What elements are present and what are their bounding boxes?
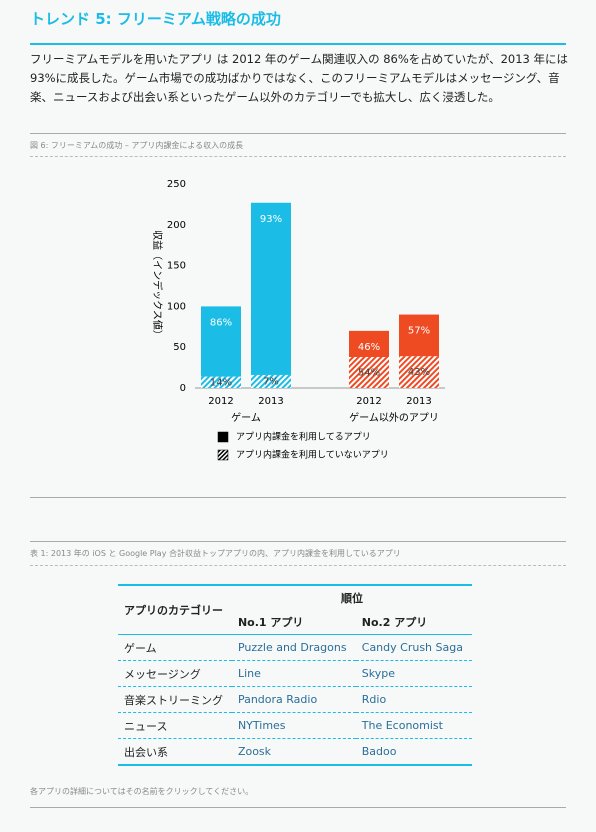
app-link[interactable]: Pandora Radio bbox=[231, 686, 356, 713]
share-label: 7% bbox=[263, 376, 279, 387]
category-cell: 出会い系 bbox=[124, 745, 168, 759]
y-tick-label: 150 bbox=[167, 261, 186, 272]
app-link[interactable]: Badoo bbox=[361, 745, 397, 758]
title: トレンド 5: フリーミアム戦略の成功 bbox=[30, 10, 281, 28]
app-link[interactable]: Skype bbox=[355, 660, 472, 687]
app-link[interactable]: The Economist bbox=[355, 712, 472, 739]
table-row: メッセージング Line Skype bbox=[118, 660, 472, 687]
category-cell: メッセージング bbox=[118, 660, 232, 687]
bar-segment bbox=[399, 356, 439, 388]
category-cell: 音楽ストリーミング bbox=[118, 686, 232, 713]
header-cell: アプリのカテゴリー bbox=[124, 604, 223, 617]
bar-segment bbox=[349, 356, 389, 388]
table: アプリのカテゴリー 順位 No.1 アプリ No.2 アプリ ゲーム Puzzle a… bbox=[118, 584, 472, 766]
share-label: 86% bbox=[210, 317, 232, 328]
table-row: ゲーム Puzzle and Dragons Candy Crush Saga bbox=[118, 634, 472, 661]
app-link[interactable]: Rdio bbox=[355, 686, 472, 713]
bar-segment bbox=[201, 376, 241, 388]
header-cell: No.1 アプリ bbox=[237, 615, 304, 629]
share-label: 14% bbox=[210, 377, 232, 388]
table-row: 出会い系 Zoosk Badoo bbox=[118, 739, 472, 766]
app-link[interactable]: Zoosk bbox=[237, 745, 272, 758]
category-cell: ゲーム bbox=[118, 634, 232, 661]
header-cell: No.2 アプリ bbox=[361, 615, 428, 629]
y-tick-label: 0 bbox=[180, 383, 186, 394]
x-tick-label: 2013 bbox=[258, 396, 283, 407]
rule bbox=[30, 807, 566, 808]
legend-label: アプリ内課金を利用してるアプリ bbox=[236, 431, 371, 443]
bar-segment bbox=[251, 202, 291, 375]
table-body: ゲーム Puzzle and Dragons Candy Crush Saga メッセ… bbox=[118, 634, 472, 766]
share-label: 54% bbox=[358, 367, 380, 378]
rule bbox=[30, 156, 566, 157]
intro-text: フリーミアムモデルを用いたアプリ は 2012 年のゲーム関連収入の 86%を占… bbox=[30, 52, 568, 104]
x-tick-label: 2012 bbox=[356, 396, 381, 407]
app-link[interactable]: Line bbox=[231, 660, 356, 687]
bar-segment bbox=[251, 374, 291, 388]
x-tick-label: 2012 bbox=[208, 396, 233, 407]
bar-segment bbox=[349, 330, 389, 357]
rule bbox=[30, 565, 566, 566]
share-label: 43% bbox=[408, 367, 430, 378]
y-tick-label: 50 bbox=[173, 342, 186, 353]
y-tick-label: 250 bbox=[167, 179, 186, 190]
y-axis-label: 収益（インデックス値） bbox=[151, 230, 164, 340]
figure-caption: 図 6: フリーミアムの成功 – アプリ内課金による収入の成長 bbox=[30, 141, 244, 150]
rule bbox=[30, 133, 566, 134]
rule bbox=[30, 541, 566, 542]
category-cell: ニュース bbox=[118, 712, 232, 739]
table-row: ニュース NYTimes The Economist bbox=[118, 712, 472, 739]
app-link[interactable]: Candy Crush Saga bbox=[355, 634, 472, 661]
y-tick-label: 200 bbox=[167, 220, 186, 231]
header-cell: 順位 bbox=[340, 591, 363, 605]
rule bbox=[30, 497, 566, 498]
share-label: 93% bbox=[260, 214, 282, 225]
group-label: ゲーム以外のアプリ bbox=[349, 412, 439, 424]
share-label: 46% bbox=[358, 342, 380, 353]
legend-label: アプリ内課金を利用していないアプリ bbox=[236, 449, 389, 461]
legend-swatch bbox=[217, 449, 229, 461]
y-tick-label: 100 bbox=[167, 301, 186, 312]
share-label: 57% bbox=[408, 326, 430, 337]
group-label: ゲーム bbox=[231, 412, 261, 424]
table-caption: 表 1: 2013 年の iOS と Google Play 合計収益トップアプ… bbox=[30, 549, 401, 558]
x-tick-label: 2013 bbox=[406, 396, 431, 407]
table-row: 音楽ストリーミング Pandora Radio Rdio bbox=[118, 686, 472, 713]
title-rule bbox=[30, 43, 566, 45]
bar-segment bbox=[201, 306, 241, 377]
app-link[interactable]: NYTimes bbox=[231, 712, 356, 739]
app-link[interactable]: Puzzle and Dragons bbox=[231, 634, 356, 661]
footnote: 各アプリの詳細についてはその名前をクリックしてください。 bbox=[30, 787, 254, 796]
bar-segment bbox=[399, 314, 439, 357]
chart: 収益（インデックス値） 0 50 100 150 200 250 2012 14% 86% 201… bbox=[151, 179, 445, 461]
legend-swatch bbox=[217, 431, 229, 443]
